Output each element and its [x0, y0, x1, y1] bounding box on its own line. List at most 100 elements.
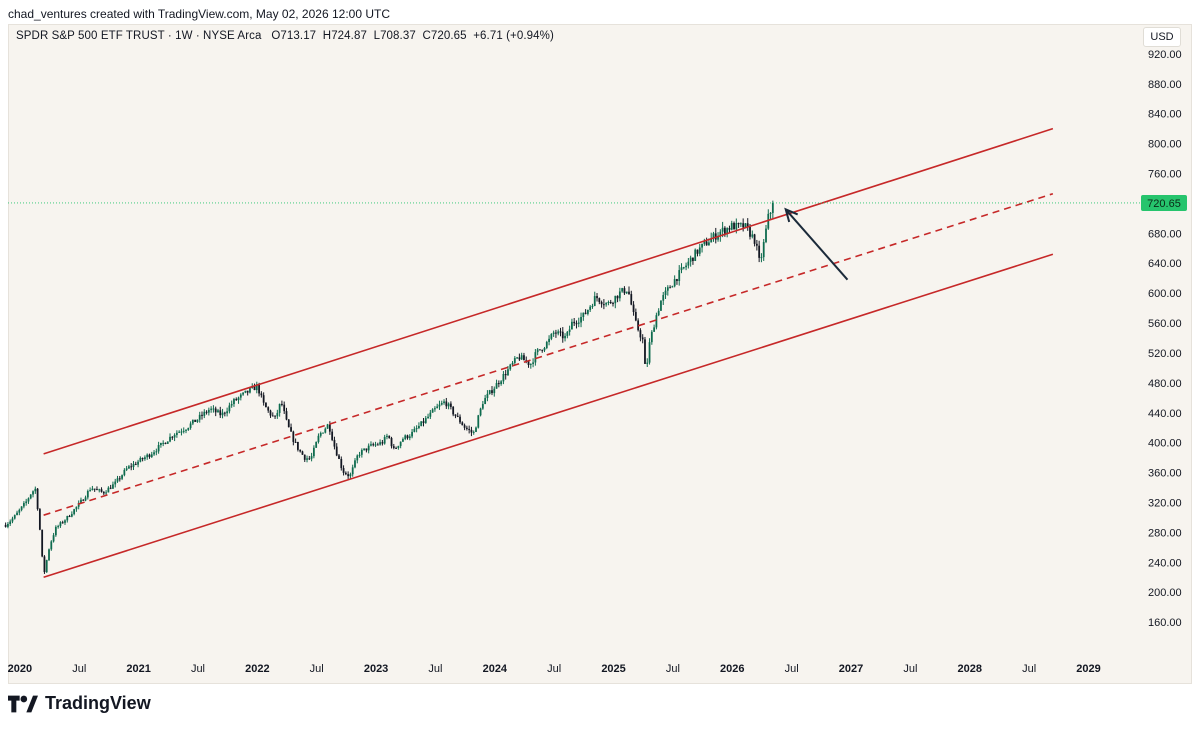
- candle-body: [470, 429, 473, 433]
- candle-body: [582, 312, 585, 317]
- candle-body: [388, 435, 391, 439]
- candle-body: [486, 393, 489, 399]
- open-value: 713.17: [280, 30, 317, 42]
- candle-body: [545, 342, 548, 348]
- channel-middle-line[interactable]: [43, 192, 1054, 516]
- channel-upper-line[interactable]: [43, 127, 1054, 455]
- x-tick-label: 2021: [126, 663, 150, 675]
- candle-body: [93, 488, 96, 490]
- change-value: +6.71 (+0.94%): [473, 30, 554, 42]
- candle-body: [443, 401, 445, 403]
- candle-body: [769, 212, 772, 214]
- candle-body: [500, 381, 503, 385]
- candle-body: [502, 374, 505, 382]
- candle-body: [593, 296, 596, 306]
- candle-body: [283, 404, 286, 412]
- candle-body: [552, 332, 555, 335]
- candle-body: [328, 424, 331, 432]
- candle-body: [708, 242, 710, 246]
- candle-body: [495, 383, 498, 389]
- candle-body: [557, 331, 560, 334]
- y-tick-label: 240.00: [1148, 557, 1182, 569]
- candle-body: [639, 330, 642, 338]
- annotation-arrow[interactable]: [784, 207, 849, 281]
- candle-body: [139, 458, 142, 462]
- candle-body: [452, 406, 455, 415]
- x-axis: 2020 Jul 2021 Jul 2022 Jul 2023 Jul 2024 Jul 2025 J…: [8, 663, 1101, 675]
- candle-body: [201, 414, 203, 416]
- candle-body: [511, 362, 514, 365]
- candle-body: [737, 223, 740, 225]
- arrow-shaft[interactable]: [784, 208, 849, 281]
- y-axis: 920.00 880.00 840.00 800.00 760.00 680.00 640.…: [1148, 49, 1182, 629]
- candle-body: [347, 474, 350, 477]
- candle-body: [4, 524, 7, 527]
- candle-body: [431, 409, 434, 413]
- last-price-marker: 720.65: [8, 194, 1187, 211]
- candle-body: [660, 300, 662, 311]
- candle-body: [605, 302, 608, 305]
- candle-body: [32, 491, 34, 495]
- candle-body: [96, 489, 98, 491]
- candle-body: [84, 497, 87, 501]
- candle-body: [244, 390, 247, 393]
- candle-body: [258, 384, 260, 394]
- candle-body: [516, 357, 519, 359]
- x-tick-label: Jul: [310, 663, 324, 675]
- candle-body: [550, 334, 553, 339]
- currency-button[interactable]: USD: [1143, 27, 1181, 47]
- candle-body: [408, 436, 411, 439]
- candle-body: [11, 518, 14, 522]
- candle-body: [189, 423, 192, 428]
- candle-body: [465, 427, 468, 429]
- candle-body: [89, 490, 92, 492]
- candle-body: [742, 223, 745, 228]
- candle-body: [529, 363, 532, 365]
- candle-body: [223, 412, 226, 414]
- candle-body: [472, 431, 475, 433]
- candle-body: [488, 390, 491, 394]
- candle-body: [107, 487, 110, 493]
- candle-body: [751, 234, 754, 237]
- candle-body: [148, 454, 151, 457]
- candle-body: [237, 397, 240, 401]
- candle-body: [682, 267, 685, 269]
- candle-body: [91, 488, 94, 491]
- candle-body: [618, 291, 621, 299]
- candle-body: [242, 392, 244, 395]
- candle-body: [434, 408, 436, 410]
- candle-body: [207, 409, 210, 413]
- candle-body: [493, 388, 496, 394]
- candle-body: [34, 488, 37, 492]
- y-tick-label: 640.00: [1148, 258, 1182, 270]
- y-tick-label: 880.00: [1148, 79, 1182, 91]
- regression-channel[interactable]: [43, 127, 1054, 579]
- candle-body: [312, 447, 315, 457]
- channel-lower-line[interactable]: [43, 253, 1054, 579]
- close-label: C: [422, 30, 431, 42]
- x-tick-label: 2029: [1076, 663, 1100, 675]
- candle-body: [306, 458, 308, 460]
- candle-body: [447, 403, 450, 407]
- candle-body: [269, 410, 272, 416]
- candle-body: [294, 441, 297, 443]
- arrow-head[interactable]: [784, 207, 799, 223]
- candle-body: [477, 415, 480, 428]
- brand-name: TradingView: [45, 693, 151, 713]
- candle-body: [253, 386, 256, 391]
- candle-body: [411, 431, 413, 437]
- candle-body: [612, 302, 614, 304]
- candle-body: [20, 506, 23, 510]
- candle-body: [662, 295, 665, 301]
- candle-body: [77, 502, 80, 507]
- candle-body: [173, 434, 176, 438]
- candle-body: [210, 408, 213, 410]
- candle-body: [655, 315, 658, 328]
- high-value: 724.87: [331, 30, 367, 42]
- x-tick-label: Jul: [903, 663, 917, 675]
- y-tick-label: 440.00: [1148, 408, 1182, 420]
- candle-body: [424, 418, 427, 423]
- candle-body: [292, 431, 295, 442]
- candle-body: [454, 414, 457, 416]
